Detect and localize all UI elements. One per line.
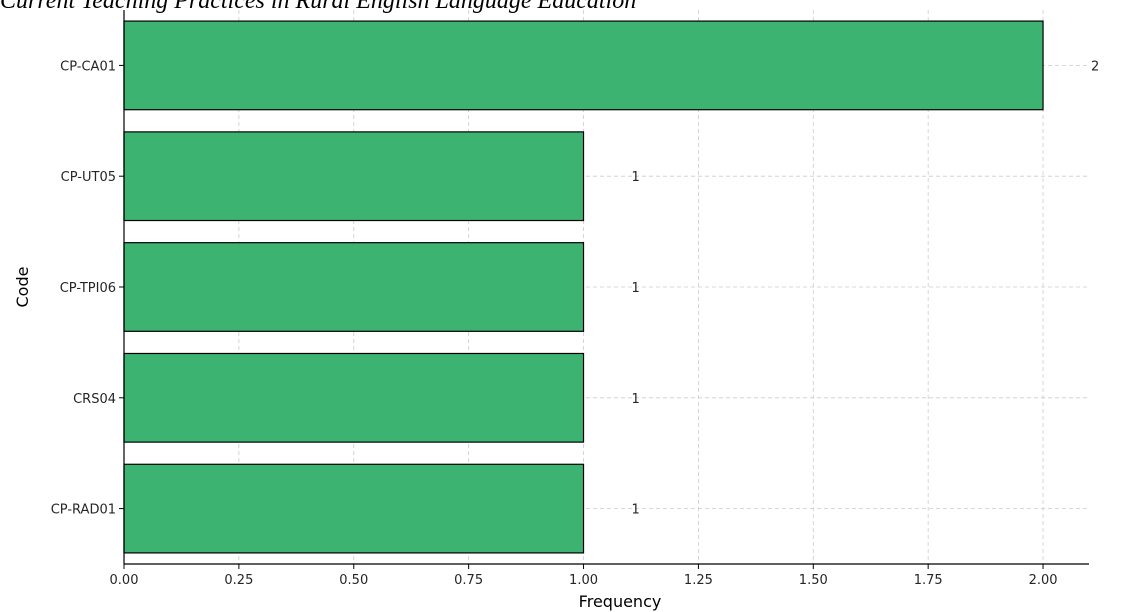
x-tick-label: 0.00 xyxy=(110,573,139,588)
x-tick-label: 0.25 xyxy=(224,573,253,588)
y-axis-label: Code xyxy=(13,267,32,308)
x-tick-label: 1.75 xyxy=(914,573,943,588)
y-tick-label: CP-UT05 xyxy=(61,170,116,185)
y-tick-label: CP-TPI06 xyxy=(60,281,116,296)
ticks: 0.00 0.25 0.50 0.75 1.00 1.25 1.50 1.75 2.00 CP-C… xyxy=(51,59,1058,588)
data-labels: 2 1 1 1 1 xyxy=(632,59,1100,517)
bar-crs04 xyxy=(123,352,585,443)
y-tick-label: CP-CA01 xyxy=(60,59,116,74)
bar-cp-rad01 xyxy=(123,463,585,554)
bar-cp-tpi06 xyxy=(123,242,585,332)
bar-cp-ut05 xyxy=(123,131,585,222)
data-label: 2 xyxy=(1091,59,1099,74)
x-axis-label: Frequency xyxy=(579,592,662,611)
data-label: 1 xyxy=(632,281,640,296)
x-tick-label: 0.75 xyxy=(454,573,483,588)
x-tick-label: 0.50 xyxy=(339,573,368,588)
data-label: 1 xyxy=(632,503,640,518)
bars xyxy=(123,20,1044,554)
y-tick-label: CRS04 xyxy=(73,392,116,407)
x-tick-label: 1.25 xyxy=(684,573,713,588)
x-tick-label: 1.00 xyxy=(569,573,598,588)
data-label: 1 xyxy=(632,170,640,185)
data-label: 1 xyxy=(632,392,640,407)
x-tick-label: 1.50 xyxy=(799,573,828,588)
chart-title: Current Teaching Practices in Rural Engl… xyxy=(0,0,637,14)
y-tick-label: CP-RAD01 xyxy=(51,503,116,518)
x-tick-label: 2.00 xyxy=(1029,573,1058,588)
bar-cp-ca01 xyxy=(123,20,1044,111)
